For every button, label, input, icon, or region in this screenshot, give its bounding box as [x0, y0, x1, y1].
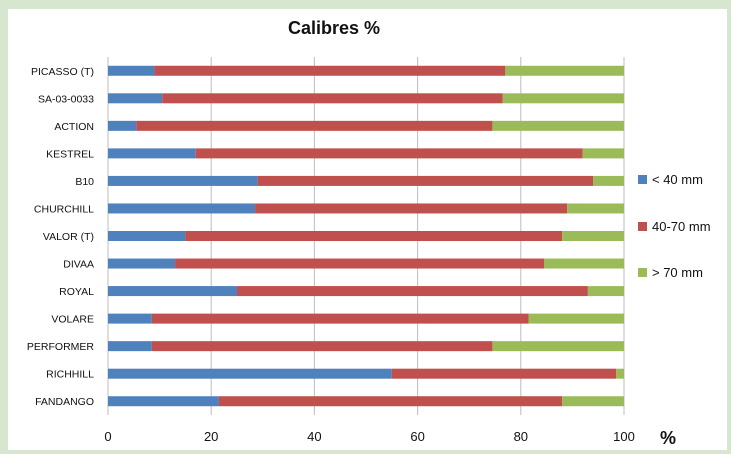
category-label: SA-03-0033	[38, 93, 94, 105]
stacked-bar-chart: Calibres % PICASSO (T) SA-03-0033 ACTION KE…	[27, 18, 711, 448]
category-labels: PICASSO (T) SA-03-0033 ACTION KESTREL B10 CHU…	[27, 66, 95, 408]
legend-swatch	[638, 222, 647, 231]
chart-panel: Calibres % PICASSO (T) SA-03-0033 ACTION KE…	[8, 9, 727, 450]
x-tick-label: 60	[410, 429, 424, 444]
legend: < 40 mm 40-70 mm > 70 mm	[638, 172, 711, 280]
bar-segment	[237, 286, 588, 297]
bar-segment	[593, 175, 624, 186]
x-tick-label: 20	[204, 429, 218, 444]
bar-segment	[108, 341, 152, 352]
bar-segment	[162, 93, 503, 104]
category-label: KESTREL	[46, 148, 94, 160]
bar-segment	[502, 93, 624, 104]
bar-segment	[108, 396, 219, 407]
bar-segment	[151, 313, 529, 324]
bar-segment	[391, 368, 617, 379]
category-label: ACTION	[54, 121, 94, 133]
bar-segment	[154, 65, 506, 76]
legend-label: 40-70 mm	[652, 219, 711, 234]
bar-segment	[257, 175, 594, 186]
bar-segment	[567, 203, 624, 214]
bar-segment	[151, 341, 493, 352]
bar-segment	[255, 203, 568, 214]
x-tick-label: 0	[104, 429, 111, 444]
bar-segment	[195, 148, 583, 159]
category-label: FANDANGO	[35, 396, 94, 408]
bar-segment	[562, 396, 624, 407]
legend-label: < 40 mm	[652, 172, 703, 187]
legend-swatch	[638, 175, 647, 184]
bar-segment	[108, 93, 163, 104]
bar-segment	[587, 286, 624, 297]
category-label: VOLARE	[51, 314, 94, 326]
bar-segment	[108, 231, 186, 241]
bar-segment	[492, 120, 624, 131]
bar-segment	[505, 65, 624, 76]
bar-segment	[108, 258, 176, 269]
bar-segment	[108, 368, 392, 379]
chart-title: Calibres %	[288, 18, 380, 38]
bar-segment	[185, 231, 563, 241]
category-label: RICHHILL	[46, 369, 94, 381]
bar-segment	[108, 203, 256, 214]
bars	[108, 65, 624, 407]
legend-swatch	[638, 268, 647, 277]
x-tick-label: 40	[307, 429, 321, 444]
bar-segment	[108, 313, 152, 324]
category-label: VALOR (T)	[43, 231, 94, 243]
bar-segment	[108, 286, 237, 297]
bar-segment	[136, 120, 493, 131]
bar-segment	[108, 175, 258, 186]
x-tick-labels: 0 20 40 60 80 100	[104, 429, 634, 444]
bar-segment	[492, 341, 624, 352]
bar-segment	[562, 231, 624, 241]
category-label: ROYAL	[59, 286, 94, 298]
bar-segment	[108, 65, 155, 76]
x-axis-label: %	[660, 428, 676, 448]
bar-segment	[616, 368, 624, 379]
bar-segment	[108, 148, 196, 159]
bar-segment	[218, 396, 563, 407]
bar-segment	[528, 313, 624, 324]
bar-segment	[582, 148, 624, 159]
category-label: PERFORMER	[27, 341, 95, 353]
x-tick-label: 80	[514, 429, 528, 444]
bar-segment	[108, 120, 137, 131]
legend-label: > 70 mm	[652, 265, 703, 280]
bar-segment	[544, 258, 624, 269]
category-label: CHURCHILL	[34, 203, 94, 215]
x-tick-label: 100	[613, 429, 635, 444]
category-label: PICASSO (T)	[31, 66, 94, 78]
category-label: B10	[75, 176, 94, 188]
bar-segment	[175, 258, 545, 269]
category-label: DIVAA	[63, 259, 94, 271]
